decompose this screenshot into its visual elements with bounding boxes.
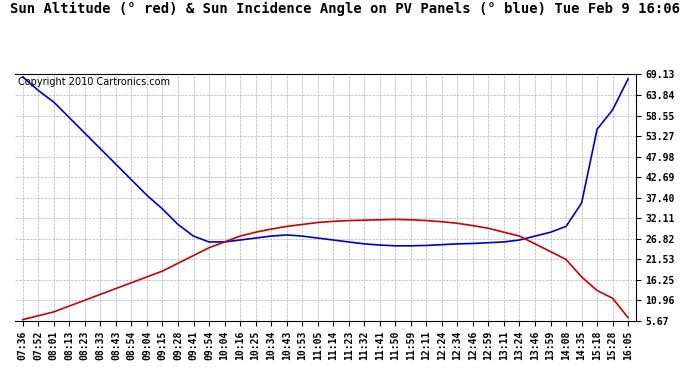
Text: Copyright 2010 Cartronics.com: Copyright 2010 Cartronics.com [18, 77, 170, 87]
Text: Sun Altitude (° red) & Sun Incidence Angle on PV Panels (° blue) Tue Feb 9 16:06: Sun Altitude (° red) & Sun Incidence Ang… [10, 2, 680, 16]
